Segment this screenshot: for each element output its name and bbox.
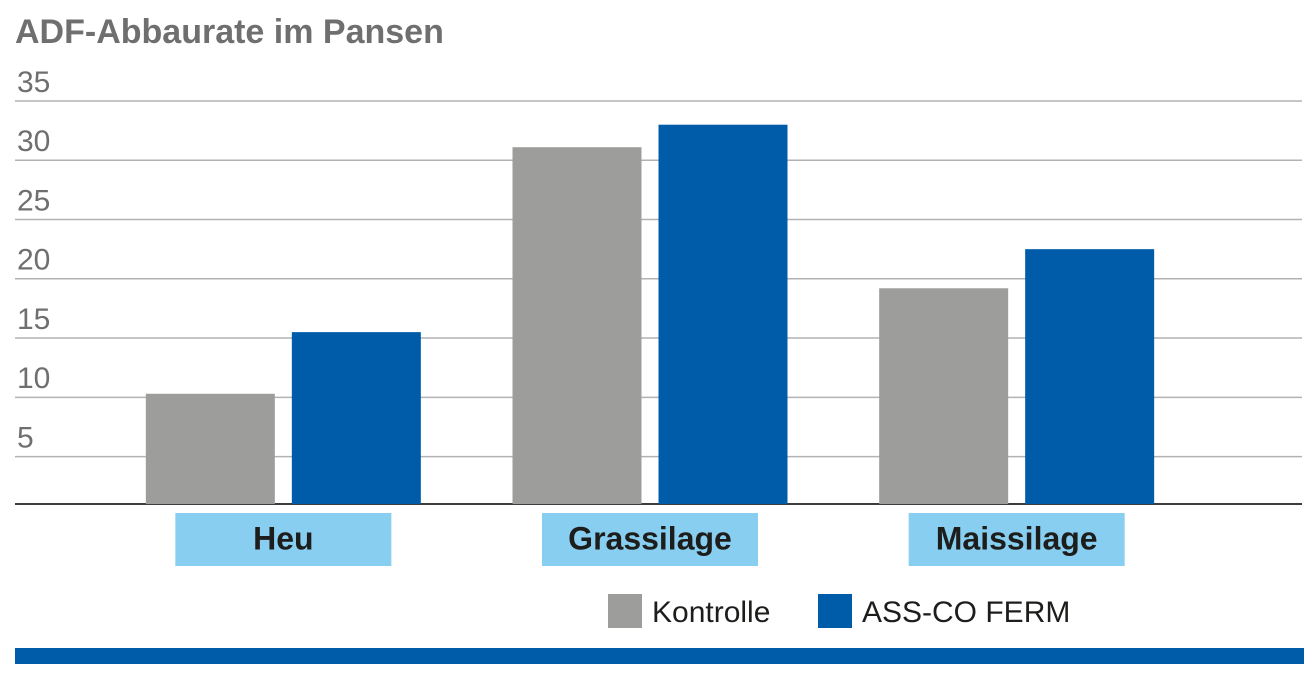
y-tick-label: 5 [17,422,34,455]
bar [658,124,788,505]
bar [145,393,275,504]
x-tick-label: Heu [253,520,313,556]
legend-swatch [818,594,852,628]
x-tick-label: Maissilage [936,520,1098,556]
category-box [908,513,1125,566]
y-tick-label: 30 [17,125,50,158]
y-tick-label: 10 [17,362,50,395]
y-tick-label: 25 [17,184,50,217]
category-box [175,513,392,566]
bar [1025,249,1155,504]
y-tick-label: 35 [17,66,50,99]
footer-bar [15,648,1304,664]
legend-label: ASS-CO FERM [862,596,1070,629]
y-tick-label: 20 [17,244,50,277]
y-tick-label: 15 [17,303,50,336]
legend-swatch [608,594,642,628]
chart-title: ADF-Abbaurate im Pansen [15,13,444,51]
bar [512,147,642,504]
legend-label: Kontrolle [652,596,770,629]
bar [291,332,421,504]
x-tick-label: Grassilage [568,520,732,556]
bar [879,288,1009,504]
category-box [542,513,758,566]
